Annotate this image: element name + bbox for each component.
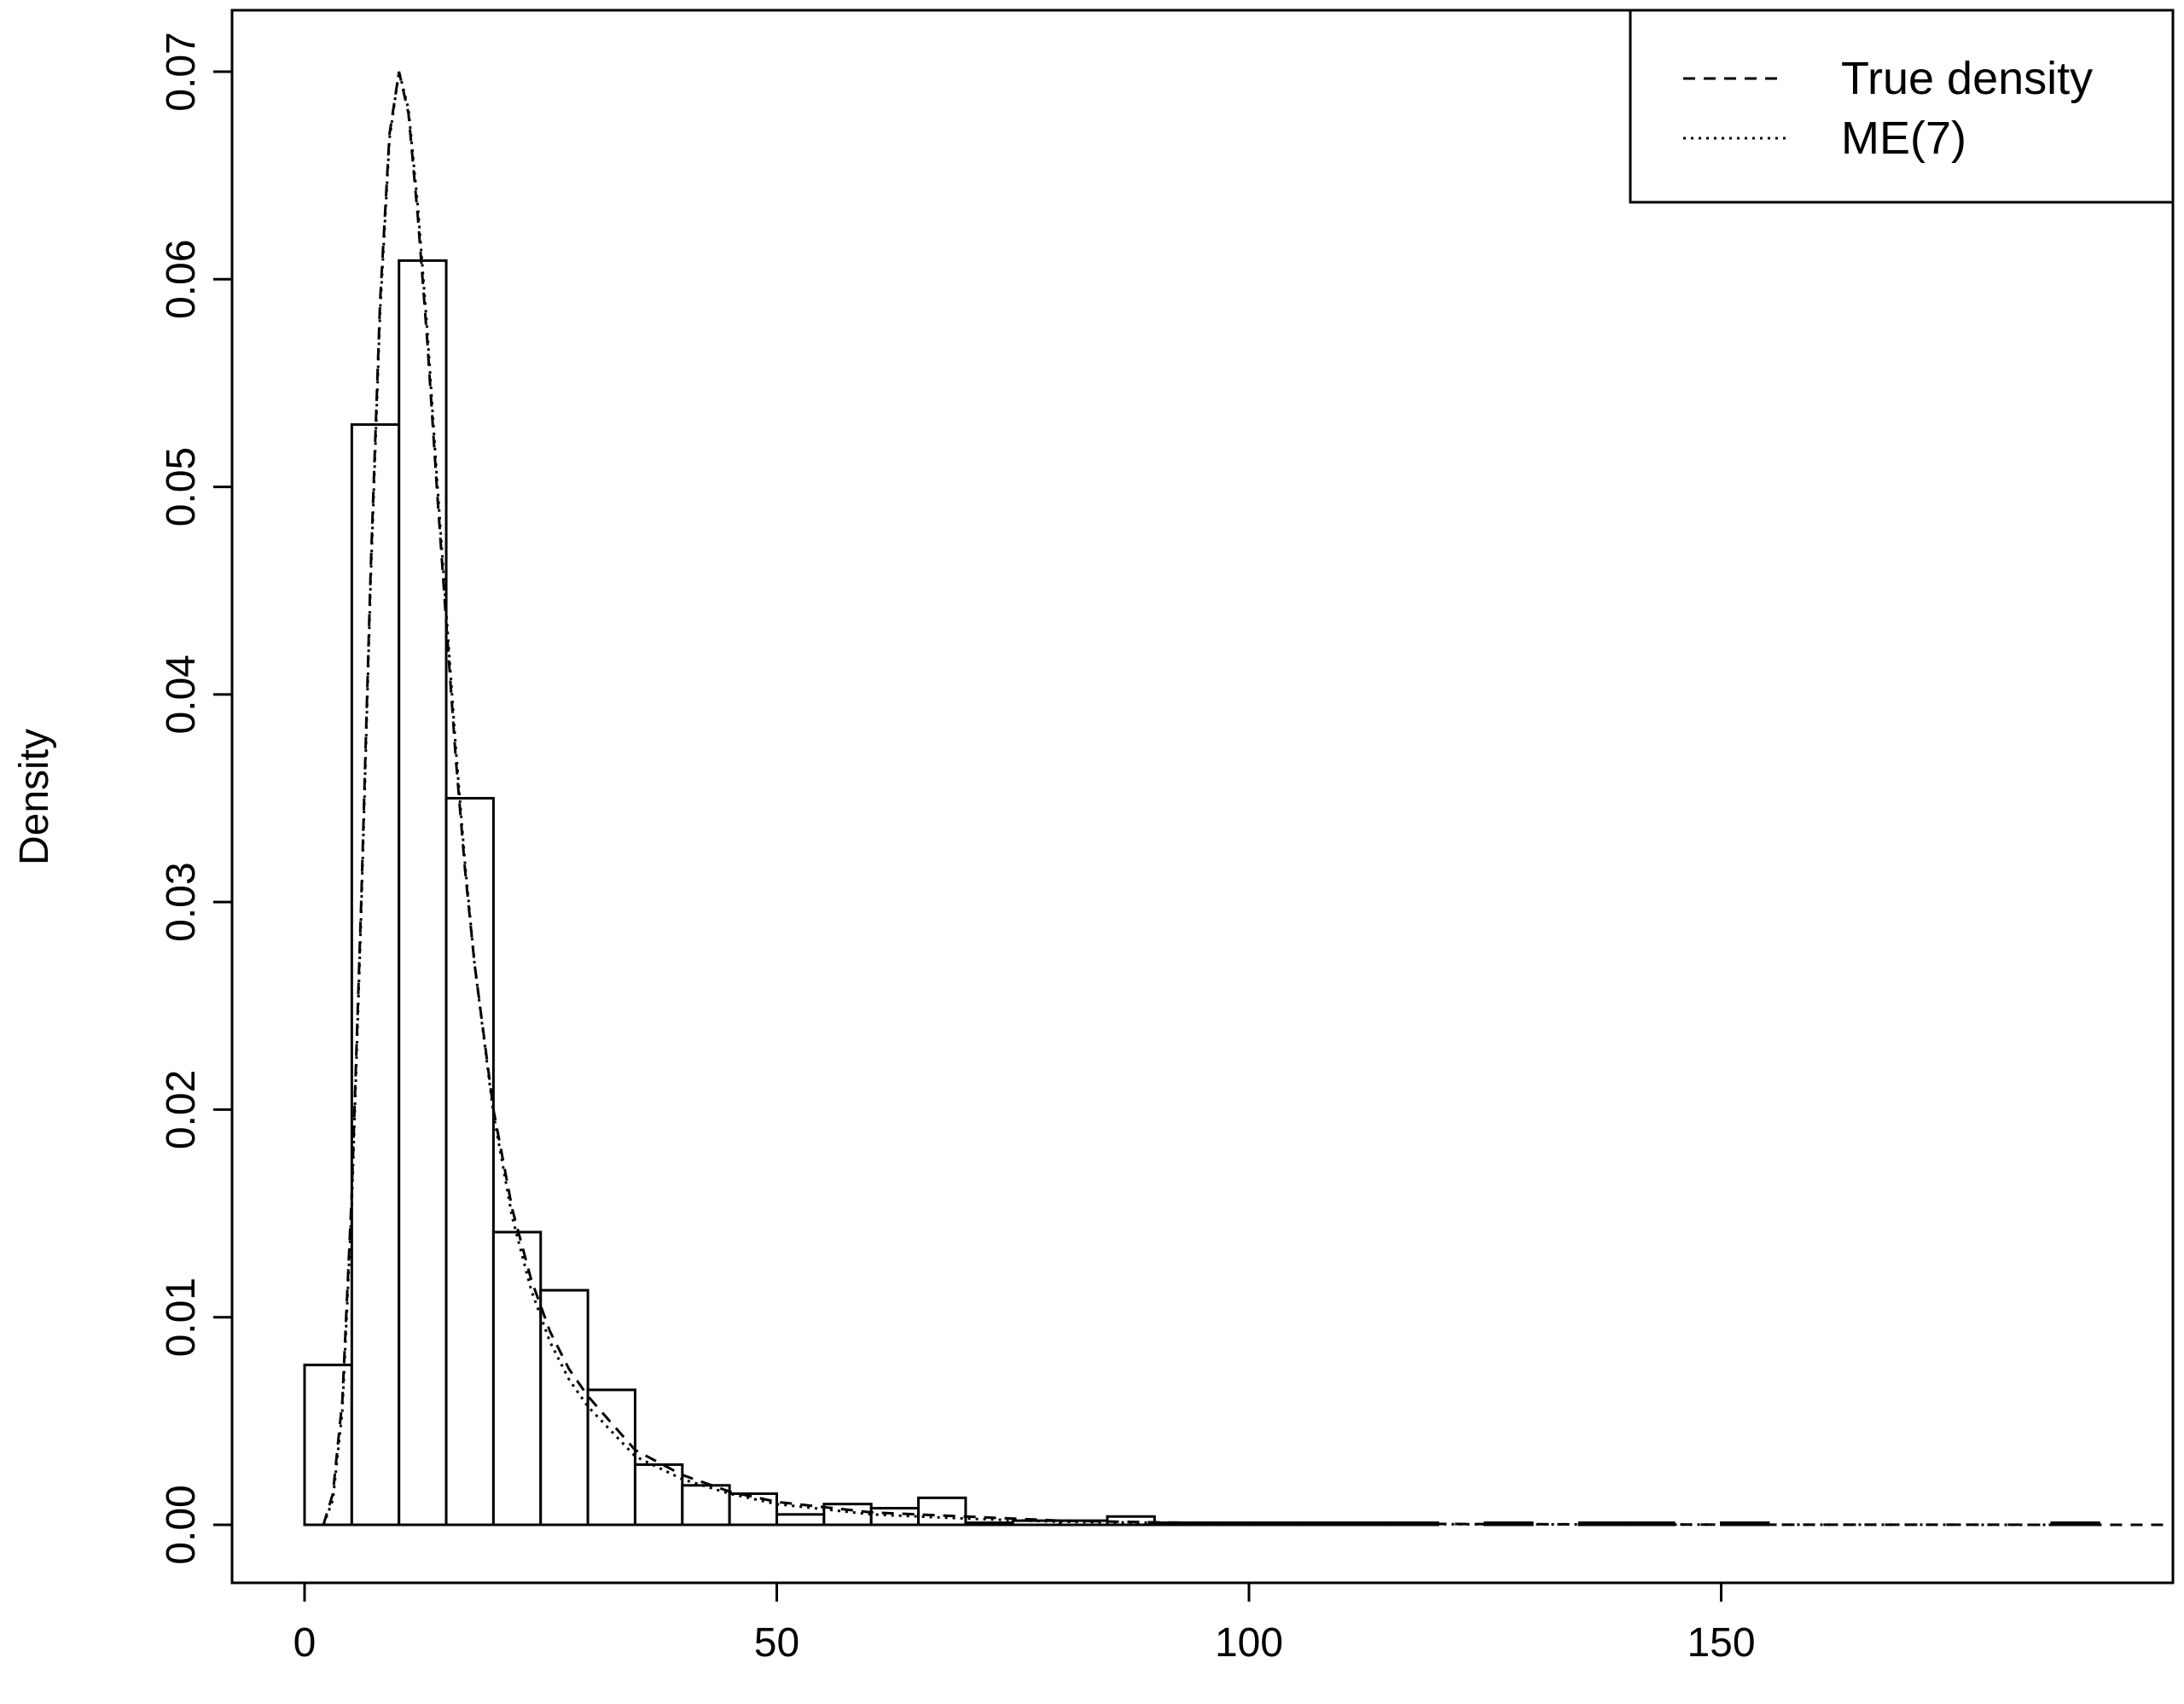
y-tick-label: 0.06: [159, 240, 204, 319]
x-tick-label: 50: [754, 1620, 799, 1666]
y-tick-label: 0.01: [159, 1277, 204, 1357]
density-curves: [322, 71, 2165, 1527]
histogram-bar: [633, 1463, 684, 1527]
histogram-bar: [398, 259, 448, 1527]
y-tick-label: 0.04: [159, 654, 204, 734]
plot-frame: [230, 9, 2175, 1585]
histogram-bar: [586, 1388, 636, 1527]
y-tick-label: 0.02: [159, 1070, 204, 1149]
y-axis: 0.00 0.01 0.02 0.03 0.04 0.05 0.06 0.07: [159, 32, 232, 1565]
legend: True density ME(7): [1629, 9, 2175, 204]
y-tick-label: 0.05: [159, 447, 204, 526]
histogram-bar: [1200, 1521, 1251, 1527]
histogram-bar: [869, 1507, 921, 1527]
histogram-bar: [491, 1230, 543, 1527]
y-tick-label: 0.03: [159, 862, 204, 941]
histogram-bar: [728, 1492, 779, 1527]
histogram-bar: [539, 1288, 590, 1527]
histogram-bar: [917, 1496, 967, 1527]
x-tick-label: 150: [1687, 1620, 1755, 1666]
histogram-bar: [444, 797, 495, 1527]
histogram-bars: [303, 259, 2100, 1527]
legend-label-true-density: True density: [1841, 53, 2093, 104]
legend-label-me7: ME(7): [1841, 113, 1966, 164]
y-tick-label: 0.00: [159, 1485, 204, 1564]
legend-box: [1629, 9, 2175, 204]
me7-curve: [322, 71, 2100, 1527]
histogram-bar: [303, 1364, 353, 1527]
histogram-bar: [350, 423, 401, 1527]
y-tick-label: 0.07: [159, 32, 204, 111]
histogram-bar: [964, 1521, 1014, 1527]
x-axis: 0 50 100 150: [293, 1583, 1756, 1666]
x-tick-label: 100: [1215, 1620, 1283, 1666]
histogram-bar: [681, 1484, 731, 1527]
y-axis-label: Density: [12, 729, 57, 865]
x-tick-label: 0: [293, 1620, 317, 1666]
histogram-bar: [775, 1513, 826, 1527]
